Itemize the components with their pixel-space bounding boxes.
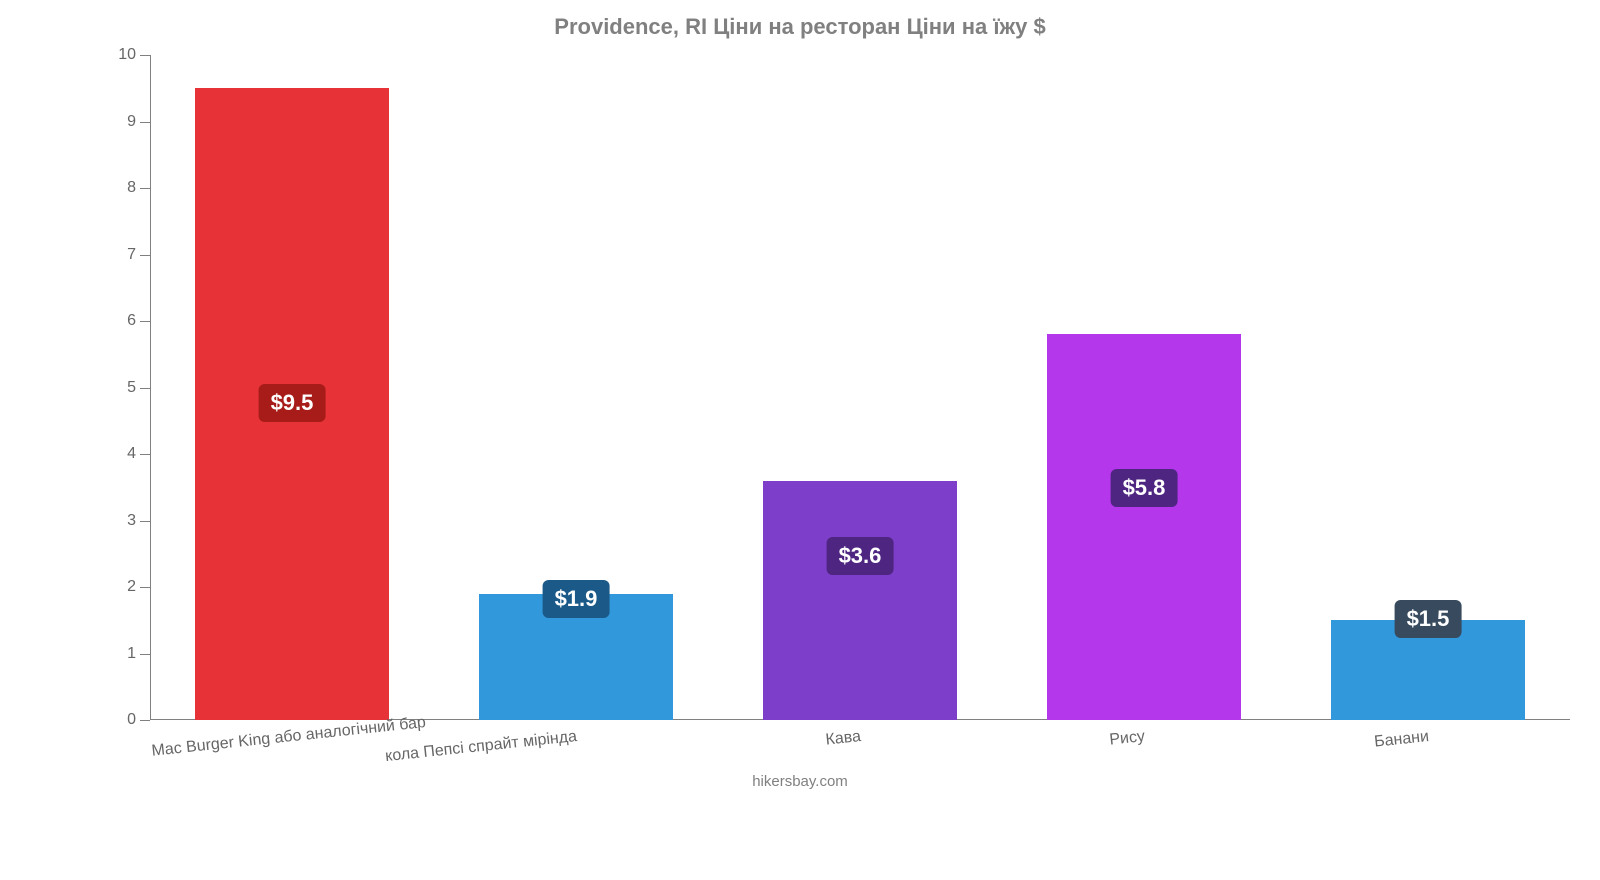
y-tick-label: 9 [127,113,150,131]
y-tick-label: 7 [127,246,150,264]
y-tick-label: 1 [127,645,150,663]
plot-area: $9.5$1.9$3.6$5.8$1.5 012345678910Mac Bur… [150,55,1570,720]
attribution-text: hikersbay.com [0,773,1600,790]
bar: $5.8 [1047,334,1240,720]
y-tick-label: 4 [127,445,150,463]
y-tick-label: 3 [127,512,150,530]
bar-value-label: $3.6 [827,537,894,575]
chart-title: Providence, RI Ціни на ресторан Ціни на … [0,14,1600,40]
bars-group: $9.5 $1.9 $3.6 $5.8 $1.5 [150,55,1570,720]
bar: $3.6 [763,481,956,720]
y-tick-label: 6 [127,312,150,330]
bar: $1.5 [1331,620,1524,720]
y-tick-label: 5 [127,379,150,397]
bar: $9.5 [195,88,388,720]
chart-container: Providence, RI Ціни на ресторан Ціни на … [0,0,1600,800]
bar-value-label: $1.5 [1395,600,1462,638]
y-tick-label: 0 [127,711,150,729]
y-tick-label: 8 [127,179,150,197]
y-tick-label: 10 [118,46,150,64]
bar-value-label: $1.9 [543,580,610,618]
y-tick-label: 2 [127,578,150,596]
x-tick-label: Mac Burger King або аналогічний бар [151,728,294,761]
bar-value-label: $5.8 [1111,469,1178,507]
bar-value-label: $9.5 [259,384,326,422]
bar: $1.9 [479,594,672,720]
